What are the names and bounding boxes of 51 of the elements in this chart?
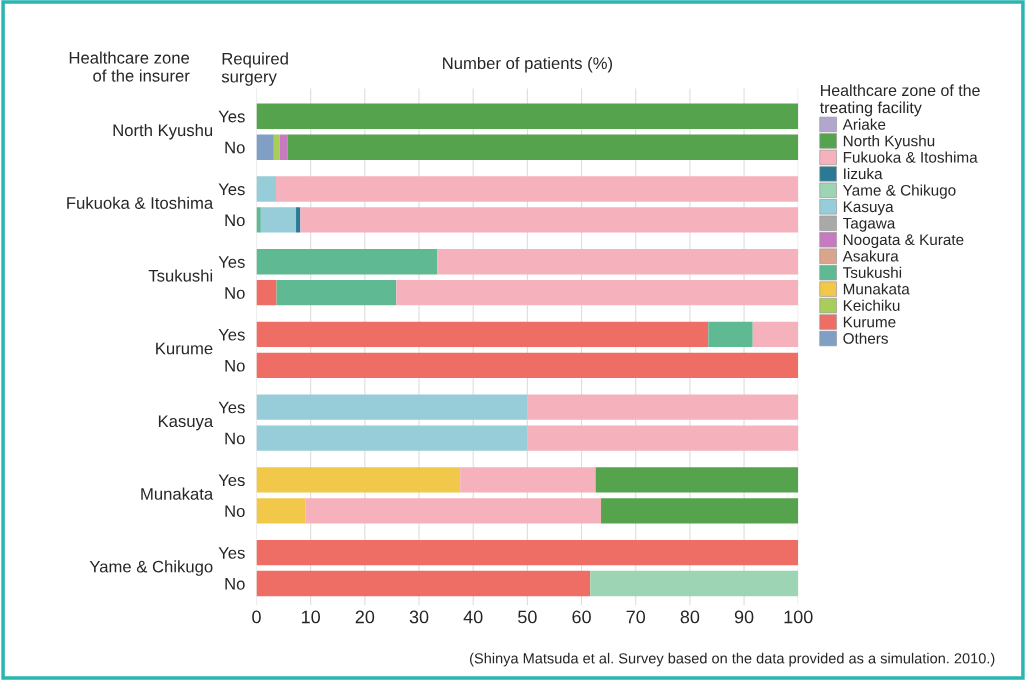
legend-label: Kurume	[843, 316, 896, 328]
x-tick-label: 60	[572, 610, 591, 624]
text: Healthcare zone of the insurer	[69, 51, 190, 82]
x-tick-label: 70	[626, 610, 646, 624]
x-tick-label: 20	[355, 610, 375, 624]
y-tick-label: No	[225, 505, 245, 518]
y-tick-label: No	[225, 287, 245, 299]
y-tick-label: Yes	[218, 401, 245, 414]
text: Fukuoka & Itoshima	[67, 196, 214, 209]
legend-label: Tagawa	[842, 217, 896, 232]
legend-label: Others	[843, 332, 888, 344]
x-tick-label: 100	[784, 610, 813, 624]
y-tick-label: No	[225, 214, 245, 227]
y-tick-label: No	[225, 578, 245, 590]
x-tick-label: 0	[252, 610, 261, 624]
y-tick-label: No	[225, 359, 245, 372]
text: (Shinya Matsuda et al. Survey based on the data provided as a simulation. 2010.)	[470, 652, 995, 667]
legend-label: Fukuoka & Itoshima	[843, 151, 978, 163]
legend-label: Asakura	[842, 250, 899, 262]
text: Kurume	[156, 342, 213, 355]
legend-label: Ariake	[842, 118, 886, 130]
y-axis-title: Required surgery	[221, 52, 288, 86]
text: Yame & Chikugo	[89, 560, 213, 576]
legend-label: North Kyushu	[843, 135, 935, 150]
y-tick-label: Yes	[218, 474, 245, 487]
y-tick-label: No	[225, 432, 245, 445]
y-tick-label: Yes	[218, 110, 245, 123]
text: North Kyushu	[113, 123, 213, 140]
y-tick-label: Yes	[218, 256, 245, 268]
text: Kasuya	[158, 415, 214, 431]
legend-label: Tsukushi	[842, 266, 902, 278]
y-tick-label: Yes	[218, 328, 245, 341]
x-tick-label: 10	[302, 610, 321, 624]
x-axis-title: Number of patients (%)	[443, 56, 613, 73]
x-tick-label: 30	[409, 610, 429, 624]
legend-label: Munakata	[843, 283, 910, 295]
x-tick-label: 90	[734, 610, 754, 624]
text: Munakata	[141, 487, 214, 500]
y-tick-label: Yes	[218, 183, 245, 196]
legend-label: Iizuka	[844, 168, 883, 180]
legend-label: Keichiku	[843, 299, 900, 311]
x-tick-label: 80	[680, 610, 700, 624]
legend-title: Healthcare zone of the treating facility	[819, 84, 980, 117]
x-tick-label: 40	[463, 610, 483, 624]
y-tick-label: Yes	[218, 547, 245, 559]
text: Tsukushi	[148, 269, 213, 282]
legend-label: Yame & Chikugo	[842, 184, 956, 199]
y-tick-label: No	[225, 141, 245, 154]
x-tick-label: 50	[518, 610, 537, 624]
legend-label: Kasuya	[843, 201, 894, 216]
legend-label: Noogata & Kurate	[843, 234, 964, 249]
